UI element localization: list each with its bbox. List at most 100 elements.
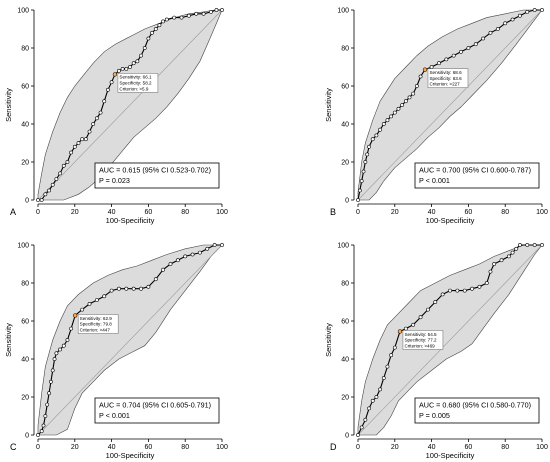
criterion-callout-line: Criterion: >469 xyxy=(404,343,435,348)
x-tick-label: 100 xyxy=(536,209,548,216)
x-tick-label: 0 xyxy=(36,444,40,451)
roc-point xyxy=(433,300,438,304)
y-tick-label: 40 xyxy=(341,121,349,128)
x-tick-label: 20 xyxy=(71,209,79,216)
criterion-callout-line: Specificity: 58.2 xyxy=(119,81,152,86)
x-tick-label: 100 xyxy=(216,444,228,451)
roc-point xyxy=(91,122,96,126)
roc-point xyxy=(209,9,213,14)
x-tick-label: 20 xyxy=(391,209,399,216)
roc-point xyxy=(455,288,460,293)
y-tick-label: 0 xyxy=(25,432,29,439)
roc-point xyxy=(153,277,158,282)
roc-point xyxy=(510,17,515,22)
roc-point xyxy=(120,67,125,71)
criterion-callout-line: Criterion: >447 xyxy=(80,327,111,332)
criterion-point xyxy=(422,67,428,72)
roc-point xyxy=(448,288,452,293)
roc-point xyxy=(459,49,463,54)
roc-point xyxy=(142,46,147,50)
roc-point xyxy=(117,286,121,291)
roc-point xyxy=(58,171,62,176)
x-tick-label: 0 xyxy=(356,209,360,216)
roc-point xyxy=(43,192,48,197)
roc-point xyxy=(52,357,57,361)
roc-point xyxy=(392,345,397,350)
criterion-callout-line: Criterion: >227 xyxy=(429,82,460,87)
roc-point xyxy=(205,246,210,251)
roc-point xyxy=(525,9,530,14)
x-tick-label: 60 xyxy=(465,209,473,216)
roc-panel-a: 0 20 40 60 80 100 0 20 40 60 80 100 100-Specificity S… xyxy=(4,7,228,225)
roc-point xyxy=(117,68,121,73)
roc-point xyxy=(514,246,519,251)
criterion-point xyxy=(73,313,78,318)
roc-point xyxy=(367,144,371,149)
y-axis-title: Sensitivity xyxy=(324,323,333,357)
roc-point xyxy=(403,99,408,104)
y-tick-label: 60 xyxy=(21,83,29,90)
roc-point xyxy=(50,368,55,373)
roc-point xyxy=(45,402,50,407)
roc-point xyxy=(65,338,70,342)
x-tick-label: 60 xyxy=(465,444,473,451)
roc-point xyxy=(492,262,497,266)
roc-point xyxy=(214,8,219,12)
roc-point xyxy=(50,182,55,187)
y-tick-label: 100 xyxy=(337,7,349,14)
roc-point xyxy=(411,91,416,96)
roc-panel-c: 0 20 40 60 80 100 0 20 40 60 80 100 100-Specificity S… xyxy=(4,242,228,460)
roc-point xyxy=(414,84,419,88)
reference-diagonal xyxy=(357,9,543,201)
roc-point xyxy=(356,433,360,437)
criterion-callout xyxy=(117,73,159,93)
roc-point xyxy=(146,36,151,41)
roc-point xyxy=(183,254,188,259)
roc-point xyxy=(39,429,44,434)
roc-point xyxy=(484,281,489,285)
x-tick-label: 0 xyxy=(36,209,40,216)
y-tick-label: 100 xyxy=(17,7,29,14)
roc-point xyxy=(186,13,191,18)
reference-diagonal xyxy=(37,244,223,436)
criterion-point xyxy=(112,72,118,77)
roc-point xyxy=(499,258,504,263)
roc-point xyxy=(153,27,158,31)
roc-point xyxy=(131,61,136,66)
panel-letter: D xyxy=(330,442,337,452)
roc-point xyxy=(381,376,386,380)
roc-point xyxy=(168,262,173,266)
roc-point xyxy=(481,36,486,41)
roc-panel-d: 0 20 40 60 80 100 0 20 40 60 80 100 100-Specificity S… xyxy=(324,242,548,460)
y-tick-label: 20 xyxy=(341,159,349,166)
y-axis-title: Sensitivity xyxy=(4,323,13,357)
criterion-callout-line: Sensitivity: 68.6 xyxy=(429,70,462,75)
roc-point xyxy=(87,129,92,134)
roc-point xyxy=(72,144,77,149)
roc-point xyxy=(65,160,70,164)
roc-point xyxy=(102,294,107,299)
auc-text: AUC = 0.680 (95% CI 0.580-0.770) xyxy=(419,401,531,410)
reference-diagonal xyxy=(357,244,543,436)
criterion-callout-line: Sensitivity: 66.1 xyxy=(119,75,152,80)
roc-point xyxy=(365,152,370,157)
roc-point xyxy=(54,351,59,356)
roc-point xyxy=(359,425,364,430)
y-tick-label: 100 xyxy=(17,242,29,249)
y-tick-label: 40 xyxy=(21,356,29,363)
roc-point xyxy=(94,298,99,303)
roc-point xyxy=(212,243,217,247)
roc-point xyxy=(506,254,511,259)
roc-point xyxy=(80,307,85,312)
x-tick-label: 20 xyxy=(391,444,399,451)
roc-point xyxy=(220,8,224,12)
y-tick-label: 80 xyxy=(21,280,29,287)
p-value-text: P = 0.005 xyxy=(419,411,450,420)
criterion-point xyxy=(397,329,403,334)
roc-point xyxy=(396,106,401,111)
roc-point xyxy=(150,30,154,35)
x-tick-label: 100 xyxy=(536,444,548,451)
x-tick-label: 80 xyxy=(501,444,509,451)
roc-point xyxy=(161,19,166,24)
